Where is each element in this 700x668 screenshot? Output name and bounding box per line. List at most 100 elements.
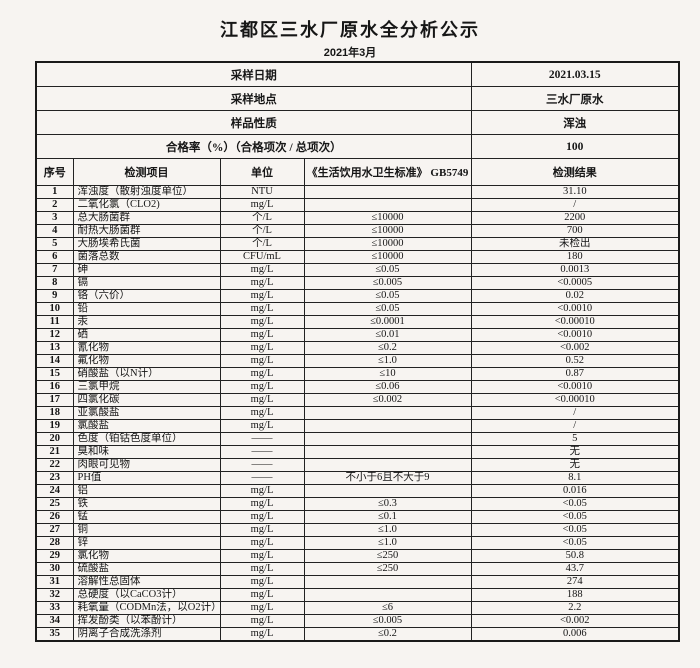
cell-standard — [303, 445, 472, 459]
cell-standard: ≤250 — [303, 549, 472, 563]
cell-item: 耗氧量（CODMn法，以O2计） — [72, 601, 221, 615]
table-row: 20 色度（铂钴色度单位） —— 5 — [35, 432, 680, 446]
info-value: 2021.03.15 — [470, 61, 680, 87]
cell-result: / — [470, 406, 680, 420]
table-row: 15 硝酸盐（以N计） mg/L ≤10 0.87 — [35, 367, 680, 381]
cell-seq: 32 — [35, 588, 74, 602]
cell-item: 阴离子合成洗涤剂 — [72, 627, 221, 642]
cell-result: <0.05 — [470, 523, 680, 537]
table-row: 21 臭和味 —— 无 — [35, 445, 680, 459]
cell-item: 锌 — [72, 536, 221, 550]
cell-unit: mg/L — [219, 510, 305, 524]
cell-seq: 1 — [35, 185, 74, 199]
cell-unit: 个/L — [219, 237, 305, 251]
cell-standard: ≤0.1 — [303, 510, 472, 524]
cell-seq: 17 — [35, 393, 74, 407]
cell-standard: ≤0.2 — [303, 341, 472, 355]
cell-standard — [303, 432, 472, 446]
table-row: 35 阴离子合成洗涤剂 mg/L ≤0.2 0.006 — [35, 627, 680, 642]
cell-seq: 29 — [35, 549, 74, 563]
cell-item: 溶解性总固体 — [72, 575, 221, 589]
report-month: 2021年3月 — [323, 47, 377, 59]
cell-item: 硫酸盐 — [72, 562, 221, 576]
cell-standard: ≤0.002 — [303, 393, 472, 407]
cell-seq: 34 — [35, 614, 74, 628]
cell-result: <0.0010 — [470, 328, 680, 342]
cell-unit: mg/L — [219, 575, 305, 589]
col-header-standard: 《生活饮用水卫生标准》 GB5749 — [303, 158, 472, 186]
cell-item: PH值 — [72, 471, 221, 485]
cell-standard — [303, 198, 472, 212]
table-row: 13 氰化物 mg/L ≤0.2 <0.002 — [35, 341, 680, 355]
cell-standard: ≤0.2 — [303, 627, 472, 642]
cell-item: 氰化物 — [72, 341, 221, 355]
cell-seq: 4 — [35, 224, 74, 238]
cell-result: 未检出 — [470, 237, 680, 251]
cell-item: 大肠埃希氏菌 — [72, 237, 221, 251]
cell-result: <0.002 — [470, 341, 680, 355]
cell-standard: ≤1.0 — [303, 523, 472, 537]
cell-result: 0.006 — [470, 627, 680, 642]
cell-result: / — [470, 198, 680, 212]
table-row: 34 挥发酚类（以苯酚计） mg/L ≤0.005 <0.002 — [35, 614, 680, 628]
cell-result: <0.002 — [470, 614, 680, 628]
cell-seq: 25 — [35, 497, 74, 511]
cell-standard: ≤1.0 — [303, 536, 472, 550]
cell-item: 色度（铂钴色度单位） — [72, 432, 221, 446]
cell-unit: mg/L — [219, 627, 305, 642]
table-row: 11 汞 mg/L ≤0.0001 <0.00010 — [35, 315, 680, 329]
info-label: 采样日期 — [35, 61, 472, 87]
cell-seq: 3 — [35, 211, 74, 225]
cell-standard: ≤10000 — [303, 211, 472, 225]
cell-unit: mg/L — [219, 614, 305, 628]
cell-item: 二氧化氯（CLO2) — [72, 198, 221, 212]
table-row: 17 四氯化碳 mg/L ≤0.002 <0.00010 — [35, 393, 680, 407]
cell-seq: 21 — [35, 445, 74, 459]
cell-result: <0.00010 — [470, 315, 680, 329]
cell-standard: ≤250 — [303, 562, 472, 576]
info-label: 采样地点 — [35, 86, 472, 111]
cell-standard — [303, 406, 472, 420]
cell-standard: ≤0.01 — [303, 328, 472, 342]
cell-result: / — [470, 419, 680, 433]
cell-seq: 20 — [35, 432, 74, 446]
table-row: 3 总大肠菌群 个/L ≤10000 2200 — [35, 211, 680, 225]
info-value: 浑浊 — [470, 110, 680, 135]
cell-unit: mg/L — [219, 328, 305, 342]
cell-standard — [303, 458, 472, 472]
cell-item: 总大肠菌群 — [72, 211, 221, 225]
cell-seq: 30 — [35, 562, 74, 576]
cell-item: 氯化物 — [72, 549, 221, 563]
cell-seq: 23 — [35, 471, 74, 485]
info-row-sample-date: 采样日期 2021.03.15 — [35, 61, 680, 87]
cell-item: 铜 — [72, 523, 221, 537]
table-row: 27 铜 mg/L ≤1.0 <0.05 — [35, 523, 680, 537]
cell-item: 臭和味 — [72, 445, 221, 459]
cell-result: 0.87 — [470, 367, 680, 381]
column-header-row: 序号 检测项目 单位 《生活饮用水卫生标准》 GB5749 检测结果 — [35, 158, 680, 186]
cell-seq: 16 — [35, 380, 74, 394]
table-row: 6 菌落总数 CFU/mL ≤10000 180 — [35, 250, 680, 264]
cell-item: 铝 — [72, 484, 221, 498]
cell-unit: mg/L — [219, 367, 305, 381]
cell-unit: mg/L — [219, 315, 305, 329]
cell-result: 43.7 — [470, 562, 680, 576]
cell-item: 铅 — [72, 302, 221, 316]
cell-item: 三氯甲烷 — [72, 380, 221, 394]
cell-unit: mg/L — [219, 276, 305, 290]
cell-unit: mg/L — [219, 497, 305, 511]
cell-item: 挥发酚类（以苯酚计） — [72, 614, 221, 628]
table-row: 28 锌 mg/L ≤1.0 <0.05 — [35, 536, 680, 550]
cell-seq: 19 — [35, 419, 74, 433]
cell-unit: —— — [219, 471, 305, 485]
cell-seq: 9 — [35, 289, 74, 303]
cell-standard: ≤1.0 — [303, 354, 472, 368]
cell-unit: mg/L — [219, 536, 305, 550]
cell-unit: mg/L — [219, 263, 305, 277]
table-row: 30 硫酸盐 mg/L ≤250 43.7 — [35, 562, 680, 576]
cell-item: 铬（六价） — [72, 289, 221, 303]
info-label: 样品性质 — [35, 110, 472, 135]
cell-seq: 22 — [35, 458, 74, 472]
cell-item: 耐热大肠菌群 — [72, 224, 221, 238]
cell-standard — [303, 419, 472, 433]
